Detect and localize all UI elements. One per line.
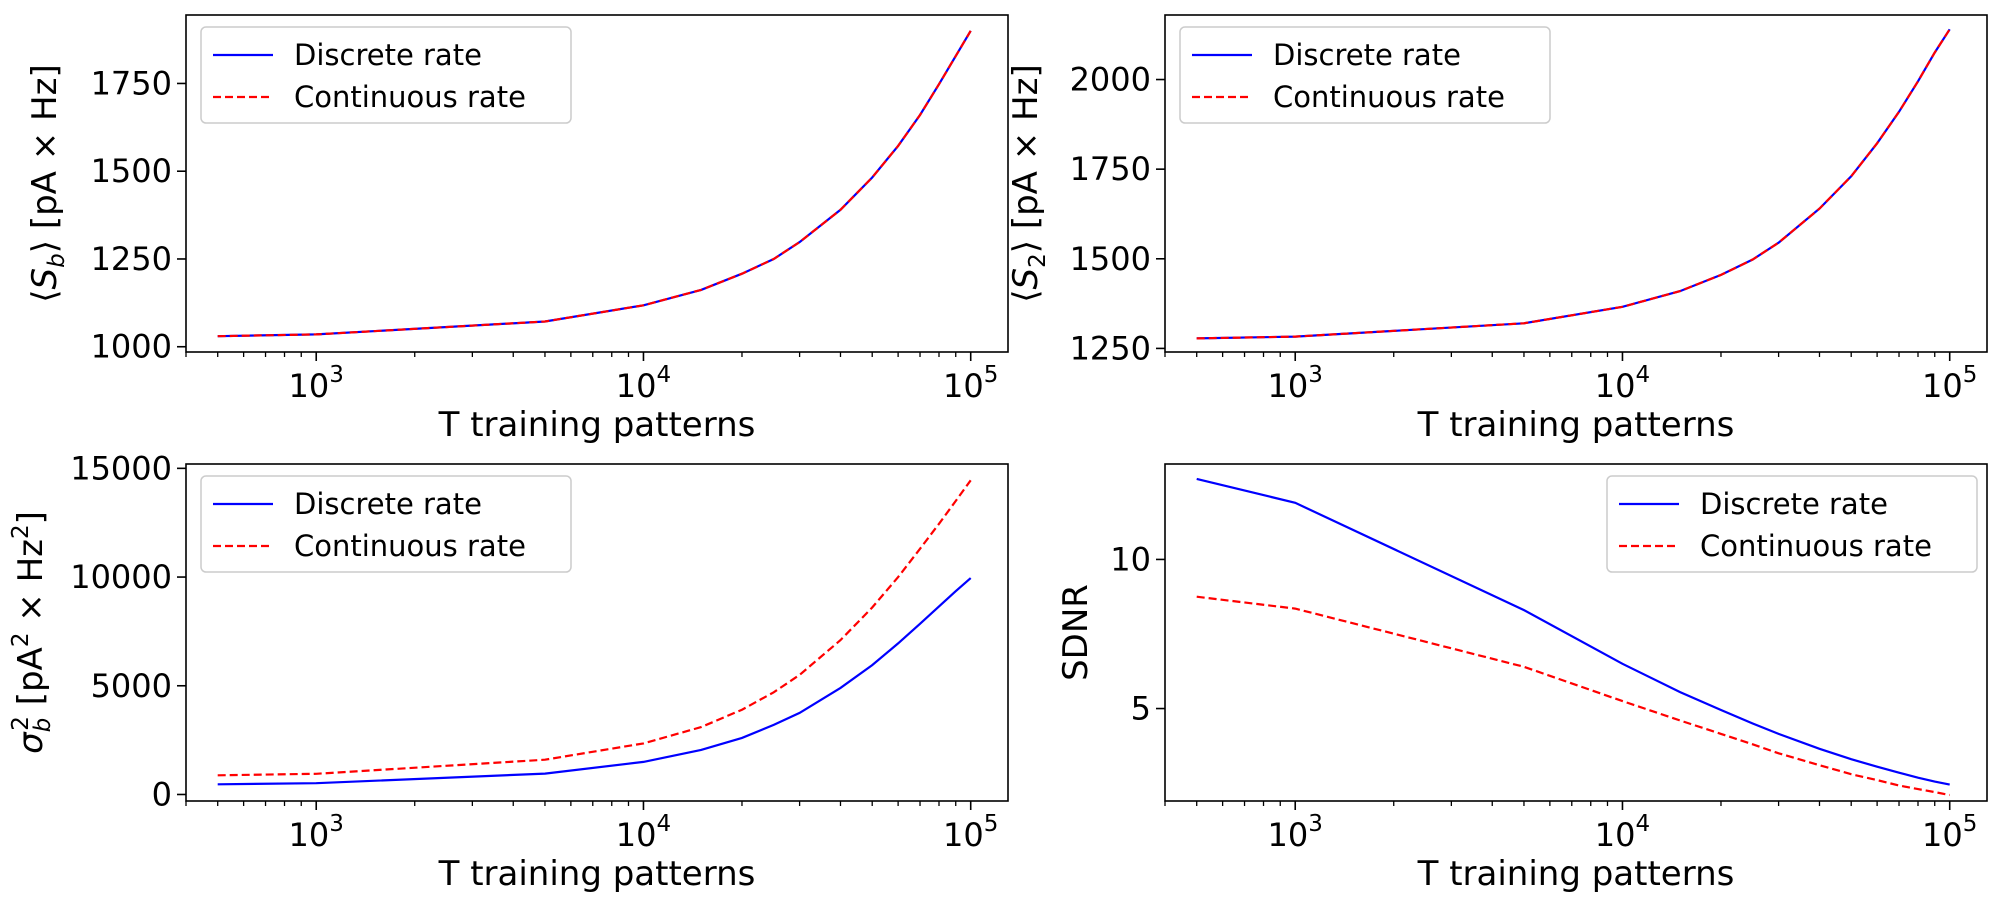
y-tick-label: 1750 <box>91 64 172 102</box>
y-tick-label: 1000 <box>91 328 172 366</box>
y-tick-label: 2000 <box>1070 61 1151 99</box>
x-tick-label: 103 <box>289 811 344 854</box>
x-tick-label: 105 <box>943 811 998 854</box>
x-tick-label: 104 <box>1595 811 1650 854</box>
legend <box>200 475 572 573</box>
x-tick-label: 105 <box>1922 362 1977 405</box>
legend-label-continuous: Continuous rate <box>1273 80 1505 114</box>
y-axis-label: ⟨Sb⟩ [pA × Hz] <box>25 64 70 302</box>
x-tick-label: 104 <box>616 811 671 854</box>
x-tick-label: 103 <box>1268 811 1323 854</box>
y-tick-label: 15000 <box>70 449 172 487</box>
y-tick-label: 0 <box>152 775 172 813</box>
y-tick-label: 5000 <box>91 667 172 705</box>
y-tick-label: 10 <box>1110 540 1151 578</box>
y-tick-label: 1500 <box>1070 240 1151 278</box>
legend-label-discrete: Discrete rate <box>294 38 482 72</box>
plot-frame <box>1164 14 1988 353</box>
legend-label-discrete: Discrete rate <box>1700 487 1888 521</box>
legend-label-discrete: Discrete rate <box>294 487 482 521</box>
series-line-continuous <box>217 30 972 338</box>
y-axis-label: SDNR <box>1056 584 1096 681</box>
y-tick-label: 10000 <box>70 558 172 596</box>
y-tick-label: 5 <box>1131 690 1151 728</box>
legend-label-continuous: Continuous rate <box>294 80 526 114</box>
x-axis-label: T training patterns <box>438 405 756 445</box>
chart-panel-2: 103 104 105 1250 1500 1750 2000 T training patt… <box>1006 14 1988 445</box>
legend <box>1179 26 1551 124</box>
y-tick-label: 1750 <box>1070 150 1151 188</box>
legend-label-continuous: Continuous rate <box>1700 529 1932 563</box>
chart-panel-4: 103 104 105 5 10 T training patterns SDNR Discr… <box>1056 463 1988 894</box>
x-tick-label: 104 <box>616 362 671 405</box>
legend <box>1606 475 1978 573</box>
legend-label-continuous: Continuous rate <box>294 529 526 563</box>
plot-frame <box>185 14 1009 353</box>
x-tick-label: 105 <box>1922 811 1977 854</box>
legend-label-discrete: Discrete rate <box>1273 38 1461 72</box>
series-line-discrete <box>1196 477 1950 786</box>
y-tick-label: 1500 <box>91 152 172 190</box>
x-axis-label: T training patterns <box>1417 854 1735 894</box>
chart-panel-3: 103 104 105 0 5000 10000 15000 T training patte… <box>8 449 1009 894</box>
series-line-continuous <box>1196 595 1950 797</box>
plot-frame <box>185 463 1009 802</box>
x-tick-label: 105 <box>943 362 998 405</box>
chart-panel-1: 103 104 105 1000 1250 1500 1750 T training patt… <box>25 14 1009 445</box>
series-line-discrete <box>217 577 972 786</box>
x-tick-label: 104 <box>1595 362 1650 405</box>
x-tick-label: 103 <box>1268 362 1323 405</box>
plot-frame <box>1164 463 1988 802</box>
y-axis-label: σb2 [pA2 × Hz2] <box>8 511 56 754</box>
series-line-continuous <box>217 479 972 777</box>
series-line-continuous <box>1196 28 1951 340</box>
x-tick-label: 103 <box>289 362 344 405</box>
legend <box>200 26 572 124</box>
x-axis-label: T training patterns <box>1417 405 1735 445</box>
y-axis-label: ⟨S2⟩ [pA × Hz] <box>1006 64 1051 302</box>
y-tick-label: 1250 <box>1070 329 1151 367</box>
x-axis-label: T training patterns <box>438 854 756 894</box>
y-tick-label: 1250 <box>91 240 172 278</box>
